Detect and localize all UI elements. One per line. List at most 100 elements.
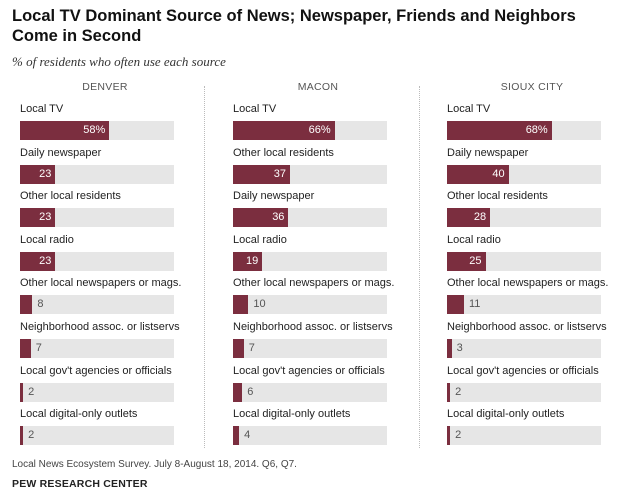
panel-macon: MACON Local TV 66% Other local residents 37… xyxy=(233,80,403,446)
panel-title: MACON xyxy=(297,81,339,93)
value-label: 66% xyxy=(308,124,331,136)
bar-row: Local TV 58% xyxy=(20,103,180,143)
bar-row: Local TV 68% xyxy=(447,103,607,143)
bar-track: 8 xyxy=(20,295,174,315)
bar xyxy=(20,426,24,446)
bar-row: Local gov't agencies or officials 6 xyxy=(233,365,393,405)
value-label: 40 xyxy=(492,167,505,180)
bar xyxy=(20,208,56,228)
bar xyxy=(20,121,110,140)
value-label: 36 xyxy=(272,211,285,224)
bar xyxy=(233,339,244,358)
bar-row: Other local newspapers or mags. 11 xyxy=(447,277,609,317)
bar xyxy=(233,382,243,402)
panel-divider xyxy=(204,86,205,448)
category-label: Other local newspapers or mags. xyxy=(447,277,609,290)
bar-row: Neighborhood assoc. or listservs 7 xyxy=(20,321,180,361)
value-label: 28 xyxy=(473,211,487,224)
bar-track: 23 xyxy=(20,251,174,271)
value-label: 7 xyxy=(35,342,42,354)
bar xyxy=(447,121,552,140)
value-label: 8 xyxy=(37,298,44,311)
bar xyxy=(233,251,263,271)
value-label: 68% xyxy=(525,124,548,136)
bar-track: 23 xyxy=(20,208,174,228)
chart-title: Local TV Dominant Source of News; Newspa… xyxy=(12,7,576,45)
category-label: Local radio xyxy=(233,233,287,246)
value-label: 19 xyxy=(246,254,259,267)
bar-track: 11 xyxy=(447,295,601,315)
bar-row: Local radio 25 xyxy=(447,234,607,274)
bar xyxy=(447,208,491,228)
bar-track: 2 xyxy=(447,426,601,446)
bar-track: 6 xyxy=(233,382,387,402)
bar xyxy=(233,426,240,446)
category-label: Daily newspaper xyxy=(233,190,315,203)
bar xyxy=(447,164,509,184)
value-label: 23 xyxy=(39,254,52,267)
bar-track: 25 xyxy=(447,251,601,271)
bar xyxy=(233,208,289,228)
bar-track: 58% xyxy=(20,121,174,140)
bar-row: Local gov't agencies or officials 2 xyxy=(20,365,180,405)
category-label: Local radio xyxy=(447,233,501,246)
bar-row: Local radio 19 xyxy=(233,234,393,274)
category-label: Other local residents xyxy=(447,190,548,203)
bar-track: 7 xyxy=(20,339,174,358)
bar-track: 3 xyxy=(447,339,601,358)
value-label: 23 xyxy=(39,167,52,180)
bar-row: Daily newspaper 36 xyxy=(233,190,393,230)
bar-row: Neighborhood assoc. or listservs 7 xyxy=(233,321,393,361)
bar-track: 68% xyxy=(447,121,601,140)
value-label: 10 xyxy=(253,298,266,311)
panel-divider xyxy=(419,86,420,448)
bar xyxy=(233,295,249,315)
bar xyxy=(20,295,33,315)
bar xyxy=(447,426,451,446)
value-label: 6 xyxy=(247,385,254,398)
bar-row: Local digital-only outlets 4 xyxy=(233,408,393,448)
bar-track: 40 xyxy=(447,164,601,184)
bar-track: 36 xyxy=(233,208,387,228)
value-label: 3 xyxy=(456,342,463,354)
value-label: 2 xyxy=(455,429,462,442)
bar xyxy=(20,164,56,184)
bar-row: Daily newspaper 23 xyxy=(20,147,180,187)
bar-track: 2 xyxy=(20,382,174,402)
value-label: 25 xyxy=(469,254,482,267)
bar-row: Neighborhood assoc. or listservs 3 xyxy=(447,321,607,361)
bar xyxy=(20,339,31,358)
panel-sioux-city: SIOUX CITY Local TV 68% Daily newspaper 40 O… xyxy=(447,80,617,446)
category-label: Other local residents xyxy=(233,146,334,159)
bar-row: Other local newspapers or mags. 10 xyxy=(233,277,395,317)
category-label: Local digital-only outlets xyxy=(447,408,565,421)
bar-row: Local digital-only outlets 2 xyxy=(447,408,607,448)
panel-title: SIOUX CITY xyxy=(500,81,564,93)
footnote: Local News Ecosystem Survey. July 8-Augu… xyxy=(12,459,297,470)
category-label: Local TV xyxy=(233,103,277,115)
bar-track: 66% xyxy=(233,121,387,140)
bar-row: Other local residents 23 xyxy=(20,190,180,230)
category-label: Other local newspapers or mags. xyxy=(233,277,395,290)
bar xyxy=(20,251,56,271)
category-label: Local digital-only outlets xyxy=(233,408,351,421)
bar-track: 2 xyxy=(20,426,174,446)
bar-track: 19 xyxy=(233,251,387,271)
category-label: Local TV xyxy=(20,103,64,115)
category-label: Daily newspaper xyxy=(447,146,529,159)
category-label: Local TV xyxy=(447,103,491,115)
category-label: Local gov't agencies or officials xyxy=(20,364,172,377)
bar xyxy=(233,121,335,140)
category-label: Local digital-only outlets xyxy=(20,408,138,421)
category-label: Local radio xyxy=(20,233,74,246)
bar-row: Local TV 66% xyxy=(233,103,393,143)
bar xyxy=(447,295,464,315)
bar xyxy=(447,251,486,271)
bar-track: 2 xyxy=(447,382,601,402)
category-label: Local gov't agencies or officials xyxy=(233,364,385,377)
category-label: Neighborhood assoc. or listservs xyxy=(20,321,180,333)
category-label: Other local newspapers or mags. xyxy=(20,277,182,290)
category-label: Local gov't agencies or officials xyxy=(447,364,599,377)
chart-subtitle: % of residents who often use each source xyxy=(12,54,226,69)
bar xyxy=(233,164,290,184)
